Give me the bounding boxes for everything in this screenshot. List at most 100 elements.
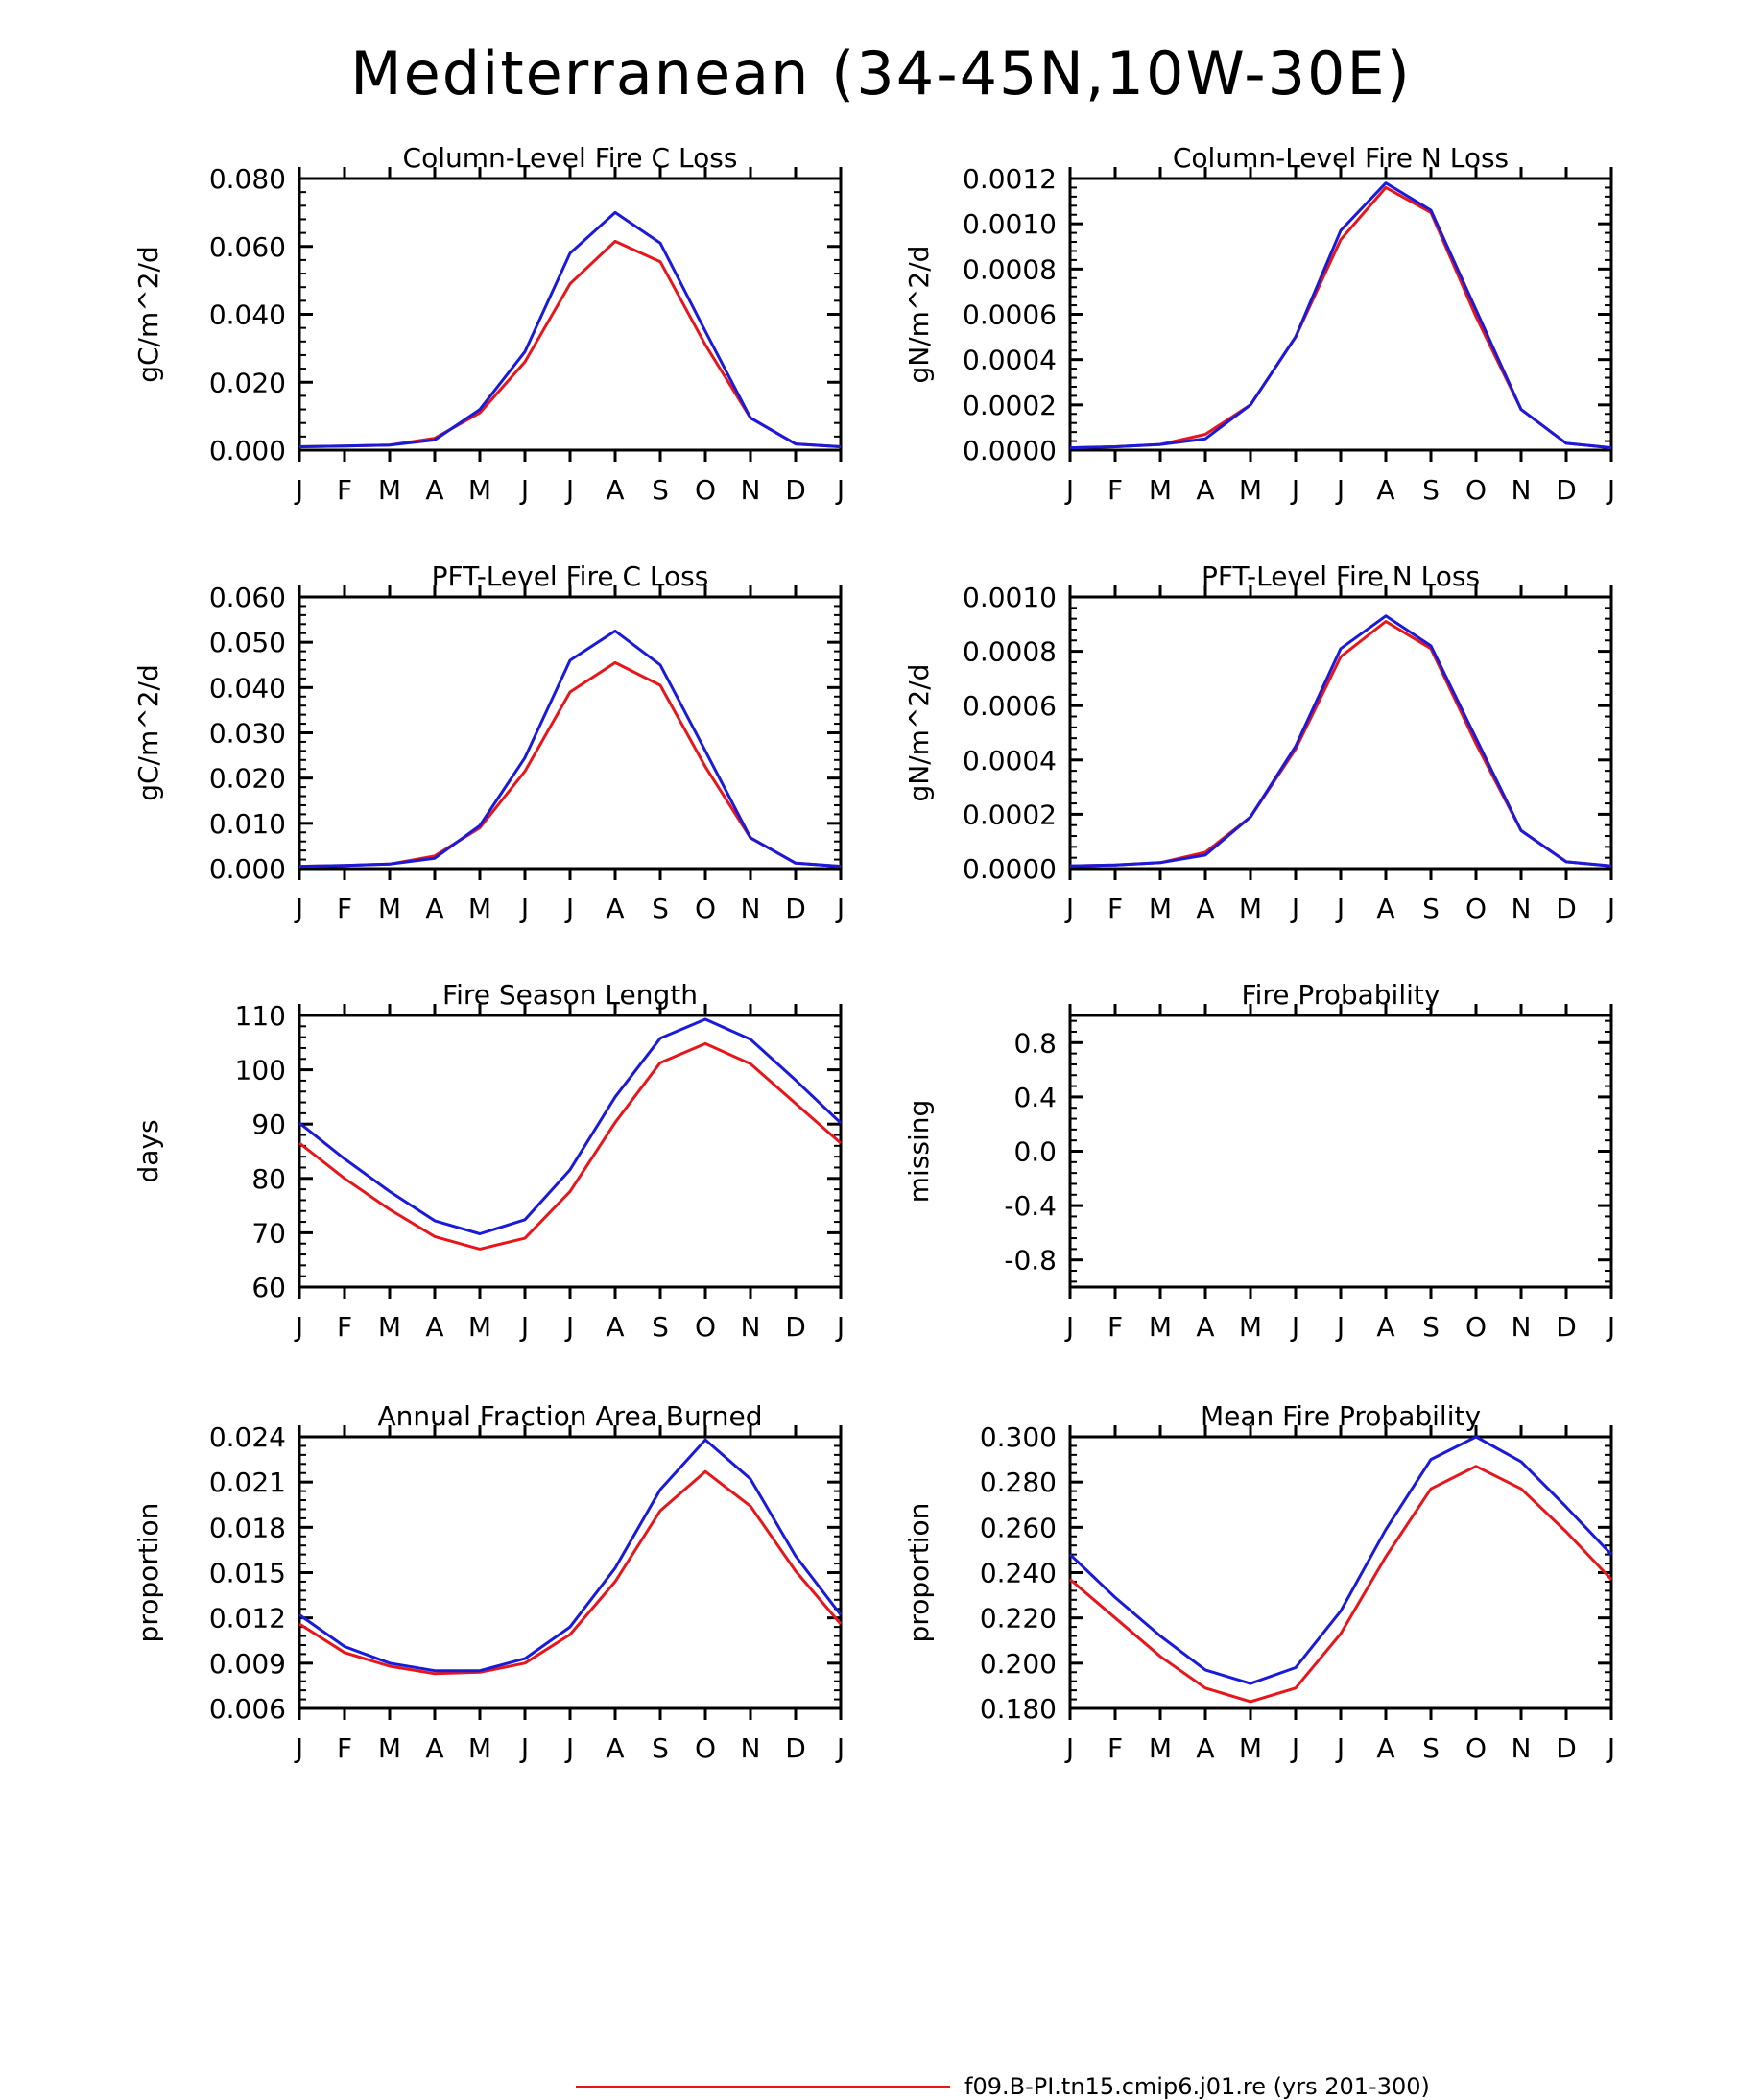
x-tick-label: M [1239,1311,1262,1343]
x-tick-label: O [695,1732,716,1764]
y-tick-label: 0.000 [209,853,286,885]
figure-title: Mediterranean (34-45N,10W-30E) [350,38,1412,108]
y-tick-label: 110 [235,1000,286,1032]
y-tick-label: 0.024 [209,1421,286,1453]
x-tick-label: A [1376,1732,1394,1764]
y-tick-label: 0.015 [209,1558,286,1589]
x-tick-label: J [1606,893,1615,924]
x-tick-label: J [1335,1311,1345,1343]
x-tick-label: J [1335,1732,1345,1764]
plot-frame [298,177,843,452]
x-tick-label: O [695,1311,716,1343]
x-tick-label: M [468,893,491,924]
x-tick-label: J [835,1732,845,1764]
y-tick-label: 0.021 [209,1467,286,1498]
series-line-1 [1069,620,1612,868]
x-tick-label: O [1465,474,1487,506]
y-tick-label: 0.020 [209,367,286,398]
x-tick-label: F [1107,1732,1123,1764]
x-tick-label: A [1196,1311,1214,1343]
legend-swatch-line [576,2086,950,2088]
y-axis-label: missing [903,1100,935,1204]
x-tick-label: J [1606,1311,1615,1343]
x-tick-label: J [1064,474,1074,506]
x-tick-label: F [1107,893,1123,924]
x-tick-label: J [294,893,303,924]
x-tick-label: A [606,1732,624,1764]
y-tick-label: 0.0012 [963,163,1057,195]
x-tick-label: N [741,474,761,506]
x-tick-label: O [1465,893,1487,924]
x-tick-label: A [1196,474,1214,506]
x-tick-label: J [835,1311,845,1343]
plot-frame [298,595,843,871]
x-tick-label: O [1465,1311,1487,1343]
y-tick-label: 0.0002 [963,799,1057,830]
y-tick-label: 0.0000 [963,853,1057,885]
y-axis-label: gC/m^2/d [132,246,164,383]
x-tick-label: D [785,893,806,924]
x-tick-label: D [1556,893,1577,924]
x-tick-label: M [1149,1732,1172,1764]
y-tick-label: -0.8 [1004,1245,1057,1277]
y-tick-label: 0.0010 [963,582,1057,613]
x-tick-label: S [1422,1311,1440,1343]
y-tick-label: 0.030 [209,718,286,750]
x-tick-label: J [564,893,574,924]
legend-label: f09.B-PI.tn15.cmip6.j01.re (yrs 201-300) [964,2073,1430,2100]
x-tick-label: M [1239,474,1262,506]
x-tick-label: J [1064,1311,1074,1343]
y-axis-label: gN/m^2/d [903,246,935,384]
x-tick-label: J [294,474,303,506]
x-tick-label: A [1196,893,1214,924]
plot-frame [1068,595,1613,871]
x-tick-label: J [1064,893,1074,924]
series-line-2 [298,210,842,448]
x-tick-label: J [519,474,529,506]
y-tick-label: 0.012 [209,1603,286,1635]
x-tick-label: F [337,893,352,924]
y-tick-label: 0.0006 [963,299,1057,331]
x-tick-label: A [1376,474,1394,506]
x-tick-label: M [378,474,401,506]
x-tick-label: A [606,1311,624,1343]
x-tick-label: M [1149,1311,1172,1343]
series-line-2 [1069,614,1612,868]
x-tick-label: D [785,1732,806,1764]
x-tick-label: M [1239,1732,1262,1764]
x-tick-label: A [425,893,443,924]
chart-panel: Annual Fraction Area Burned0.0060.0090.0… [132,1400,845,1764]
y-tick-label: 100 [235,1055,286,1086]
plot-frame [1068,1014,1613,1289]
x-tick-label: D [1556,474,1577,506]
series-line-1 [298,660,842,869]
x-tick-label: N [1512,893,1532,924]
x-tick-label: O [695,474,716,506]
chart-panel: Column-Level Fire C Loss0.0000.0200.0400… [132,142,845,506]
x-tick-label: M [1239,893,1262,924]
y-tick-label: 0.8 [1013,1027,1057,1059]
x-tick-label: J [564,1732,574,1764]
y-tick-label: 0.0008 [963,636,1057,668]
x-tick-label: D [785,1311,806,1343]
x-tick-label: N [741,1311,761,1343]
x-tick-label: J [294,1732,303,1764]
y-tick-label: 60 [251,1272,286,1303]
x-tick-label: J [1290,893,1299,924]
x-tick-label: D [1556,1311,1577,1343]
y-tick-label: 0.220 [980,1603,1057,1635]
series-line-1 [1069,185,1612,450]
y-tick-label: 0.040 [209,672,286,704]
x-tick-label: J [1290,1732,1299,1764]
y-tick-label: 0.009 [209,1648,286,1680]
x-tick-label: S [652,474,669,506]
x-tick-label: J [519,893,529,924]
x-tick-label: J [564,1311,574,1343]
y-tick-label: 0.080 [209,163,286,195]
series-line-2 [1069,181,1612,450]
x-tick-label: O [695,893,716,924]
series-line-2 [298,629,842,869]
x-tick-label: M [468,1732,491,1764]
y-tick-label: 0.0006 [963,690,1057,722]
x-tick-label: J [1064,1732,1074,1764]
